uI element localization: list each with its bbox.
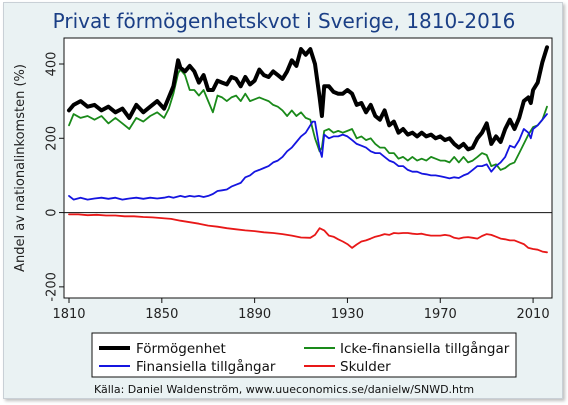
legend-label-financial-assets: Finansiella tillgångar (136, 358, 276, 375)
legend-label-debts: Skulder (340, 359, 391, 375)
chart-canvas: Privat förmögenhetskvot i Sverige, 1810-… (13, 9, 553, 396)
series-layer (67, 45, 549, 254)
series-line-wealth (67, 45, 549, 152)
y-tick-label: 400 (45, 52, 60, 77)
chart-figure: Privat förmögenhetskvot i Sverige, 1810-… (3, 2, 563, 399)
plot-area (63, 37, 553, 299)
y-tick-label: 200 (45, 126, 60, 151)
legend-item-wealth: Förmögenhet (99, 341, 226, 357)
x-tick-label: 1970 (424, 307, 457, 322)
x-tick-label: 1850 (145, 307, 178, 322)
x-axis: 1810 1850 1890 1930 1970 2010 (52, 298, 550, 322)
legend-box (91, 332, 517, 378)
y-axis: -200 0 200 400 (45, 52, 64, 302)
legend-item-nonfinancial-assets: Icke-finansiella tillgångar (304, 340, 510, 357)
series-line-financial-assets (68, 113, 548, 201)
chart-title: Privat förmögenhetskvot i Sverige, 1810-… (53, 9, 516, 33)
legend-item-debts: Skulder (304, 359, 391, 375)
series-line-debts (68, 213, 548, 254)
y-tick-label: -200 (45, 272, 60, 302)
x-tick-label: 2010 (517, 307, 550, 322)
y-axis-label: Andel av nationalinkomsten (%) (13, 64, 28, 272)
legend-label-wealth: Förmögenhet (136, 341, 226, 357)
x-tick-label: 1810 (52, 307, 85, 322)
source-note: Källa: Daniel Waldenström, www.uueconomi… (94, 383, 474, 396)
x-tick-label: 1890 (238, 307, 271, 322)
y-tick-label: 0 (45, 208, 60, 216)
x-tick-label: 1930 (331, 307, 364, 322)
legend-item-financial-assets: Finansiella tillgångar (99, 358, 276, 375)
legend-label-nonfinancial-assets: Icke-finansiella tillgångar (340, 340, 510, 357)
